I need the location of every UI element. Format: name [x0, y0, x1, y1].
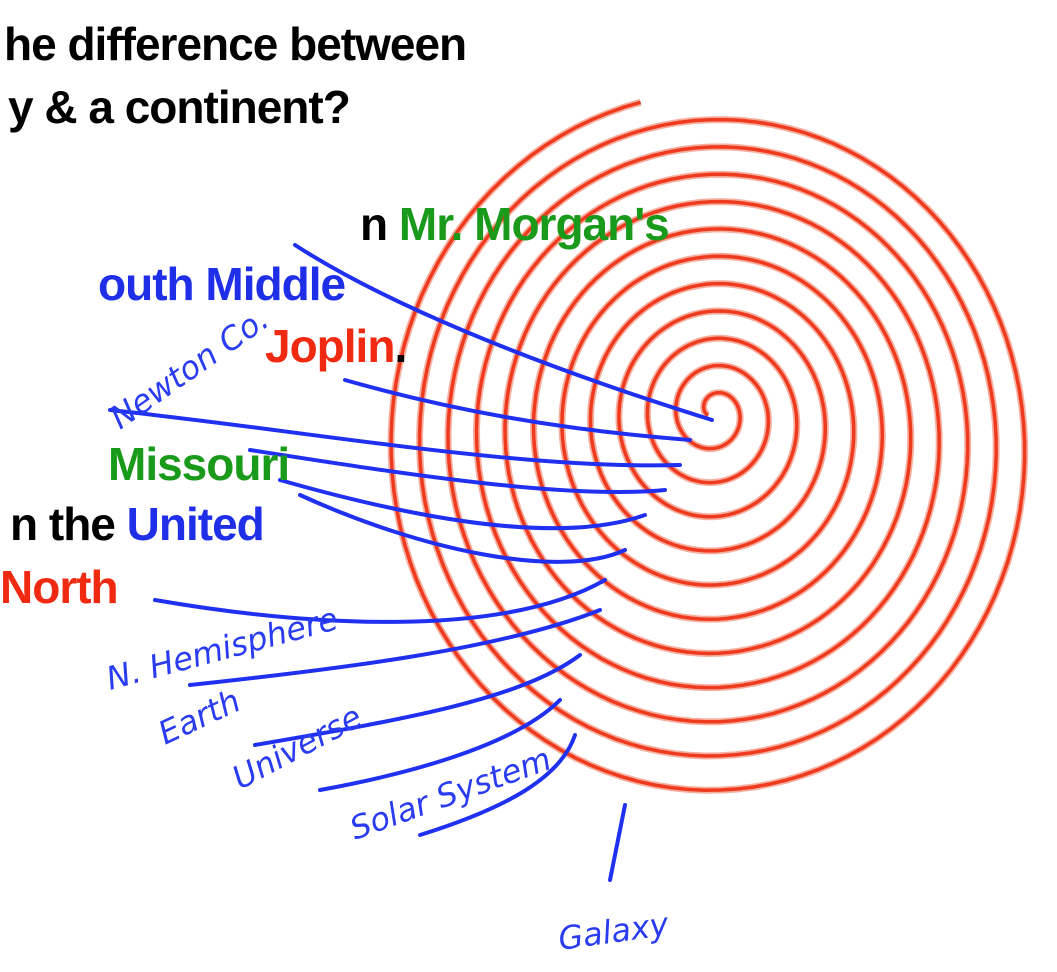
text-segment: Missouri: [108, 438, 289, 490]
text-segment: n the: [10, 498, 127, 550]
text-segment: Joplin: [265, 320, 394, 372]
body-line: n the United: [10, 498, 264, 550]
body-line: outh Middle: [98, 258, 345, 310]
text-segment: n: [360, 198, 399, 250]
heading-line: y & a continent?: [8, 81, 350, 133]
body-line: Joplin.: [265, 320, 406, 372]
text-segment: United: [127, 498, 264, 550]
body-line: North: [0, 561, 118, 613]
text-segment: Mr. Morgan's: [399, 198, 669, 250]
body-line: n Mr. Morgan's: [360, 198, 669, 250]
slide: he difference between y & a continent? n M…: [0, 0, 1057, 972]
body-line: Missouri: [108, 438, 289, 490]
text-segment: .: [394, 320, 406, 372]
heading-line: he difference between: [4, 18, 466, 70]
text-segment: outh Middle: [98, 258, 345, 310]
text-segment: North: [0, 561, 118, 613]
